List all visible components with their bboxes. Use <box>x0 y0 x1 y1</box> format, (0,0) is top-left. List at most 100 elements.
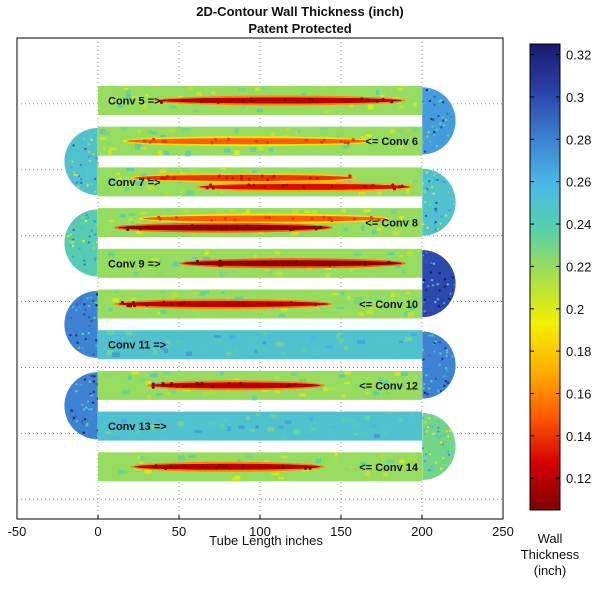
pass-texture <box>157 150 163 156</box>
bend-texture <box>87 241 90 244</box>
bend-texture <box>81 403 84 407</box>
pass-texture <box>344 371 351 375</box>
bend-texture <box>92 153 95 156</box>
bend-texture <box>434 207 437 211</box>
pass-texture <box>280 436 287 441</box>
thin-spot <box>247 177 251 181</box>
pass-texture <box>106 141 111 145</box>
thin-spot <box>245 224 249 228</box>
thin-spot <box>358 262 362 266</box>
bend-texture <box>445 357 449 361</box>
bend-texture <box>95 339 98 342</box>
pass-texture <box>125 89 131 95</box>
bend-texture <box>90 408 93 411</box>
bend-right <box>421 168 457 237</box>
thin-spot <box>218 464 222 468</box>
pass-texture <box>160 134 166 140</box>
pass-texture <box>334 452 339 456</box>
thin-spot <box>226 137 230 141</box>
pass-texture <box>305 435 314 439</box>
bend-texture <box>424 214 428 218</box>
bend-texture <box>451 276 455 279</box>
thin-spot <box>175 384 179 388</box>
bend-texture <box>432 432 435 435</box>
thin-spot <box>239 177 244 181</box>
pass-texture <box>139 461 144 465</box>
thin-spot <box>195 382 199 386</box>
pass-texture <box>180 190 186 195</box>
bend-texture <box>445 354 448 358</box>
pass-texture <box>244 107 248 112</box>
pass-texture <box>235 296 243 300</box>
bend-texture <box>83 259 86 262</box>
bend-texture <box>435 256 438 260</box>
pass-texture <box>118 470 124 475</box>
thin-spot <box>289 301 294 305</box>
bend-texture <box>85 424 88 427</box>
pass-texture <box>262 340 267 345</box>
bend-texture <box>443 278 447 281</box>
x-tick-label: 100 <box>249 524 271 539</box>
thin-spot <box>390 100 394 104</box>
bend-texture <box>448 297 451 301</box>
bend-texture <box>427 284 430 288</box>
thin-spot <box>308 176 313 180</box>
bend-texture <box>447 134 450 137</box>
pass-texture <box>177 455 185 461</box>
thin-spot <box>173 466 177 470</box>
bend-texture <box>439 222 442 225</box>
pass-texture <box>366 310 374 314</box>
pass-texture <box>280 351 286 354</box>
pass-texture <box>214 338 221 343</box>
pass-14: <= Conv 14 <box>98 452 422 482</box>
pass-texture <box>298 379 307 383</box>
bend-texture <box>446 283 450 286</box>
thin-spot <box>199 225 204 229</box>
bend-texture <box>67 234 70 238</box>
thin-spot <box>183 464 187 468</box>
pass-texture <box>173 261 179 267</box>
bend-texture <box>78 301 82 305</box>
bend-texture <box>431 334 434 337</box>
pass-texture <box>203 391 211 396</box>
thin-spot <box>198 382 202 386</box>
pass-texture <box>157 311 162 314</box>
bend-texture <box>88 145 91 149</box>
bend-texture <box>422 278 426 282</box>
bend-texture <box>85 214 88 217</box>
bend-texture <box>447 450 450 454</box>
bend-texture <box>81 346 85 350</box>
thin-spot <box>227 382 231 386</box>
pass-texture <box>228 209 237 212</box>
bend-texture <box>75 419 78 423</box>
x-tick-label: -50 <box>8 524 27 539</box>
pass-texture <box>220 423 225 429</box>
pass-texture <box>383 430 388 435</box>
pass-texture <box>308 414 316 420</box>
bend-texture <box>69 232 73 236</box>
bend-texture <box>73 260 76 264</box>
pass-texture <box>407 250 412 254</box>
bend-texture <box>72 240 75 243</box>
bend-texture <box>423 190 426 194</box>
pass-texture <box>265 314 271 319</box>
bend-texture <box>93 259 97 262</box>
pass-texture <box>149 373 158 377</box>
bend-texture <box>421 416 424 419</box>
bend-texture <box>84 219 88 223</box>
pass-texture <box>231 268 236 273</box>
pass-texture <box>170 349 178 353</box>
thin-spot <box>391 183 395 187</box>
pass-texture <box>237 459 241 464</box>
pass-texture <box>302 422 307 425</box>
pass-texture <box>261 331 267 337</box>
bend-texture <box>438 363 441 366</box>
pass-texture <box>177 293 183 297</box>
bend-texture <box>426 135 429 138</box>
bend-texture <box>75 309 78 312</box>
pass-texture <box>399 459 405 464</box>
thin-spot <box>205 224 209 229</box>
pass-texture <box>230 170 236 175</box>
pass-texture <box>122 470 129 474</box>
bend-texture <box>427 469 430 472</box>
